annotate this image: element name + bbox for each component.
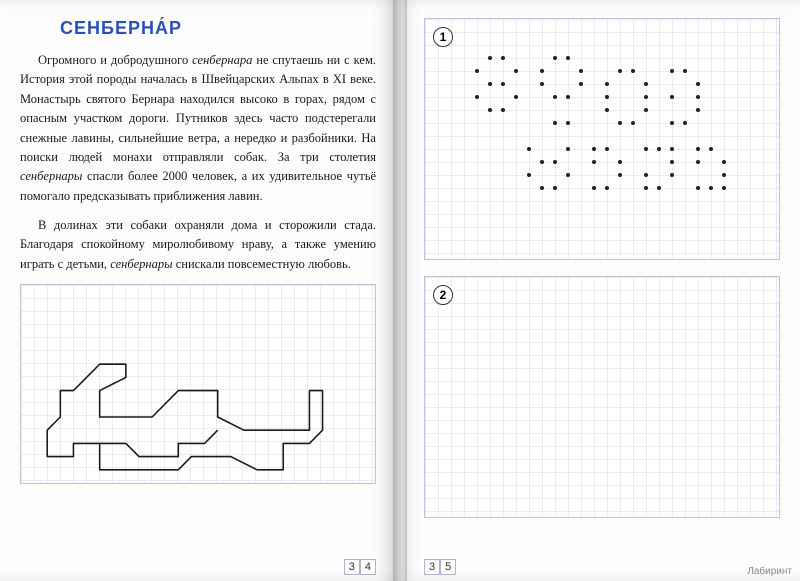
grid-dot <box>579 69 583 73</box>
grid-dot <box>644 108 648 112</box>
dog-inner-line <box>100 430 218 456</box>
grid-dot <box>527 147 531 151</box>
grid-dot <box>605 82 609 86</box>
exercise-1-grid: 1 <box>424 18 780 260</box>
grid-dot <box>540 186 544 190</box>
grid-dot <box>722 173 726 177</box>
page-number-right: 3 5 <box>424 559 456 575</box>
grid-dot <box>644 147 648 151</box>
grid-dot <box>553 160 557 164</box>
grid-dot <box>644 186 648 190</box>
page-num-digit: 4 <box>360 559 376 575</box>
grid-dot <box>696 95 700 99</box>
grid-dot <box>514 69 518 73</box>
grid-dot <box>657 147 661 151</box>
grid-dot <box>592 147 596 151</box>
page-num-digit: 3 <box>424 559 440 575</box>
grid-dot <box>488 108 492 112</box>
grid-dot <box>540 69 544 73</box>
dot-pattern <box>425 19 779 259</box>
grid-dot <box>566 173 570 177</box>
grid-dot <box>592 160 596 164</box>
grid-dot <box>540 82 544 86</box>
grid-dot <box>722 160 726 164</box>
grid-dot <box>709 147 713 151</box>
grid-dot <box>514 95 518 99</box>
grid-dot <box>475 69 479 73</box>
grid-dot <box>670 160 674 164</box>
page-number-left: 3 4 <box>344 559 376 575</box>
grid-dot <box>618 69 622 73</box>
grid-dot <box>670 95 674 99</box>
grid-dot <box>605 108 609 112</box>
grid-dot <box>605 95 609 99</box>
grid-dot <box>696 160 700 164</box>
grid-dot <box>527 173 531 177</box>
grid-dot <box>631 69 635 73</box>
grid-dot <box>540 160 544 164</box>
grid-background <box>425 277 779 517</box>
grid-dot <box>618 173 622 177</box>
grid-dot <box>722 186 726 190</box>
grid-dot <box>631 121 635 125</box>
dog-outline-drawing <box>21 285 375 483</box>
grid-dot <box>618 121 622 125</box>
grid-dot <box>488 56 492 60</box>
left-grid-drawing-area <box>20 284 376 484</box>
grid-dot <box>709 186 713 190</box>
grid-dot <box>488 82 492 86</box>
grid-dot <box>553 186 557 190</box>
paragraph-1: Огромного и добродушного сенбернара не с… <box>20 51 376 206</box>
exercise-number-badge: 1 <box>433 27 453 47</box>
exercise-number-badge: 2 <box>433 285 453 305</box>
page-title: СЕНБЕРНА́Р <box>60 18 376 39</box>
exercise-2-grid: 2 <box>424 276 780 518</box>
grid-dot <box>683 121 687 125</box>
page-num-digit: 5 <box>440 559 456 575</box>
grid-dot <box>696 186 700 190</box>
grid-dot <box>670 121 674 125</box>
dog-path <box>47 364 322 470</box>
grid-dot <box>605 186 609 190</box>
page-num-digit: 3 <box>344 559 360 575</box>
grid-dot <box>670 69 674 73</box>
grid-dot <box>644 173 648 177</box>
grid-dot <box>553 95 557 99</box>
grid-dot <box>501 56 505 60</box>
grid-dot <box>605 147 609 151</box>
paragraph-2: В долинах эти собаки охраняли дома и сто… <box>20 216 376 274</box>
grid-dot <box>696 108 700 112</box>
grid-dot <box>566 147 570 151</box>
grid-dot <box>670 147 674 151</box>
book-spread: СЕНБЕРНА́Р Огромного и добродушного сенб… <box>0 0 800 581</box>
watermark: Лабиринт <box>747 566 792 577</box>
grid-dot <box>592 186 596 190</box>
grid-dot <box>566 121 570 125</box>
grid-dot <box>566 95 570 99</box>
grid-dot <box>618 160 622 164</box>
grid-dot <box>683 69 687 73</box>
grid-dot <box>696 82 700 86</box>
grid-dot <box>657 186 661 190</box>
grid-dot <box>501 82 505 86</box>
left-page: СЕНБЕРНА́Р Огромного и добродушного сенб… <box>0 0 396 581</box>
grid-dot <box>670 173 674 177</box>
grid-dot <box>553 56 557 60</box>
grid-dot <box>553 121 557 125</box>
grid-dot <box>579 82 583 86</box>
grid-dot <box>475 95 479 99</box>
grid-dot <box>566 56 570 60</box>
grid-dot <box>644 82 648 86</box>
right-page: 1 2 3 5 <box>396 0 800 581</box>
grid-dot <box>644 95 648 99</box>
grid-dot <box>696 147 700 151</box>
grid-dot <box>501 108 505 112</box>
